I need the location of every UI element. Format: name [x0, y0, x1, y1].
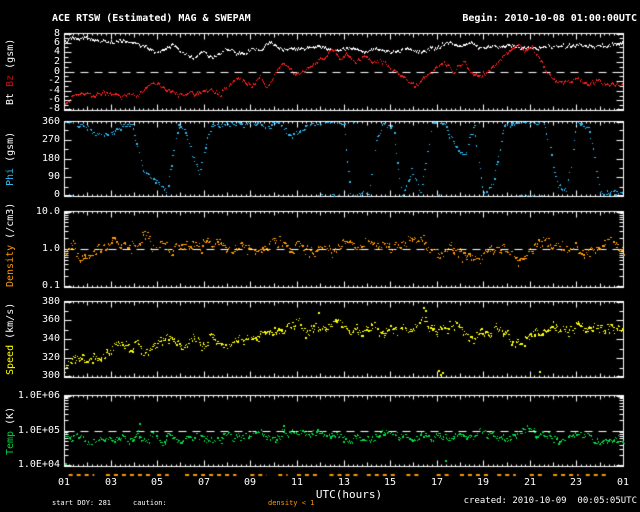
y-tick-label: 8: [53, 28, 60, 39]
y-tick-label: 6: [53, 37, 60, 48]
y-tick-label: 90: [47, 171, 60, 182]
y-tick-label: 360: [41, 116, 60, 127]
x-tick-label: 13: [337, 477, 351, 488]
y-tick-label: -6: [47, 94, 60, 105]
y-tick-label: 180: [41, 153, 60, 164]
plot-title: ACE RTSW (Estimated) MAG & SWEPAM: [52, 13, 251, 24]
x-tick-label: 21: [523, 477, 537, 488]
x-tick-label: 07: [197, 477, 211, 488]
y-tick-label: 1.0E+06: [17, 390, 60, 401]
y-tick-label: 1.0E+04: [17, 459, 60, 470]
begin-timestamp: Begin: 2010-10-08 01:00:00UTC: [462, 13, 637, 24]
x-tick-label: 15: [383, 477, 397, 488]
y-tick-label: 4: [53, 46, 60, 57]
y-tick-label: -8: [47, 103, 60, 114]
x-tick-label: 05: [150, 477, 164, 488]
created-timestamp: created: 2010-10-09 00:05:05UTC: [463, 496, 637, 506]
y-tick-label: 360: [41, 314, 60, 325]
y-tick-label: 340: [41, 333, 60, 344]
y-tick-label: 0: [53, 66, 60, 77]
y-tick-label: 1.0: [41, 243, 60, 254]
y-tick-label: 300: [41, 370, 60, 381]
caution-label: caution:: [133, 499, 167, 507]
y-tick-label: 270: [41, 134, 60, 145]
y-tick-label: 380: [41, 296, 60, 307]
x-tick-label: 01: [57, 477, 71, 488]
y-tick-label: 0: [53, 189, 60, 200]
x-tick-label: 17: [430, 477, 444, 488]
y-tick-label: 1.0E+05: [17, 425, 60, 436]
y-tick-label: 10.0: [35, 206, 60, 217]
y-axis-title-part: (K): [5, 406, 16, 425]
x-tick-label: 09: [243, 477, 257, 488]
y-tick-label: 0.1: [41, 280, 60, 291]
x-tick-label: 19: [476, 477, 490, 488]
caution-density-value: density < 1: [268, 499, 315, 507]
start-doy-label: start DOY: 281: [52, 499, 112, 507]
y-tick-label: 2: [53, 56, 60, 67]
x-tick-label: 03: [104, 477, 118, 488]
x-tick-label: 23: [569, 477, 583, 488]
x-tick-label: 11: [290, 477, 304, 488]
y-tick-label: -4: [47, 85, 60, 96]
x-tick-label: 01: [616, 477, 630, 488]
y-tick-label: 320: [41, 352, 60, 363]
y-tick-label: -2: [47, 75, 60, 86]
x-axis-label: UTC(hours): [315, 488, 383, 501]
